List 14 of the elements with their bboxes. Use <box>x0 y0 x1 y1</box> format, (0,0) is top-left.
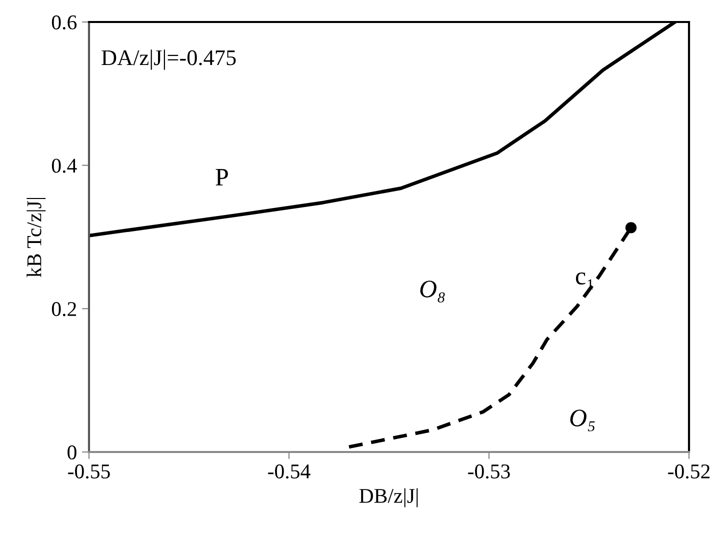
annotation: DA/z|J|=-0.475 <box>102 50 236 70</box>
x-tick-label: -0.52 <box>668 464 710 479</box>
x-tick-label: -0.53 <box>468 464 510 479</box>
x-tick-label: -0.54 <box>268 464 310 479</box>
annotation: O₈ <box>420 280 445 302</box>
x-tick-label: -0.55 <box>68 464 110 479</box>
annotation: P <box>216 169 228 186</box>
y-tick-label: 0.4 <box>52 158 77 173</box>
y-tick-label: 0.6 <box>52 15 77 30</box>
y-tick-label: 0 <box>68 445 76 460</box>
y-tick-label: 0.2 <box>52 302 76 316</box>
x-axis-title: DB/z|J| <box>359 488 418 508</box>
annotation: O₅ <box>570 410 595 432</box>
y-axis-title: kB Tc/z|J| <box>26 198 46 278</box>
